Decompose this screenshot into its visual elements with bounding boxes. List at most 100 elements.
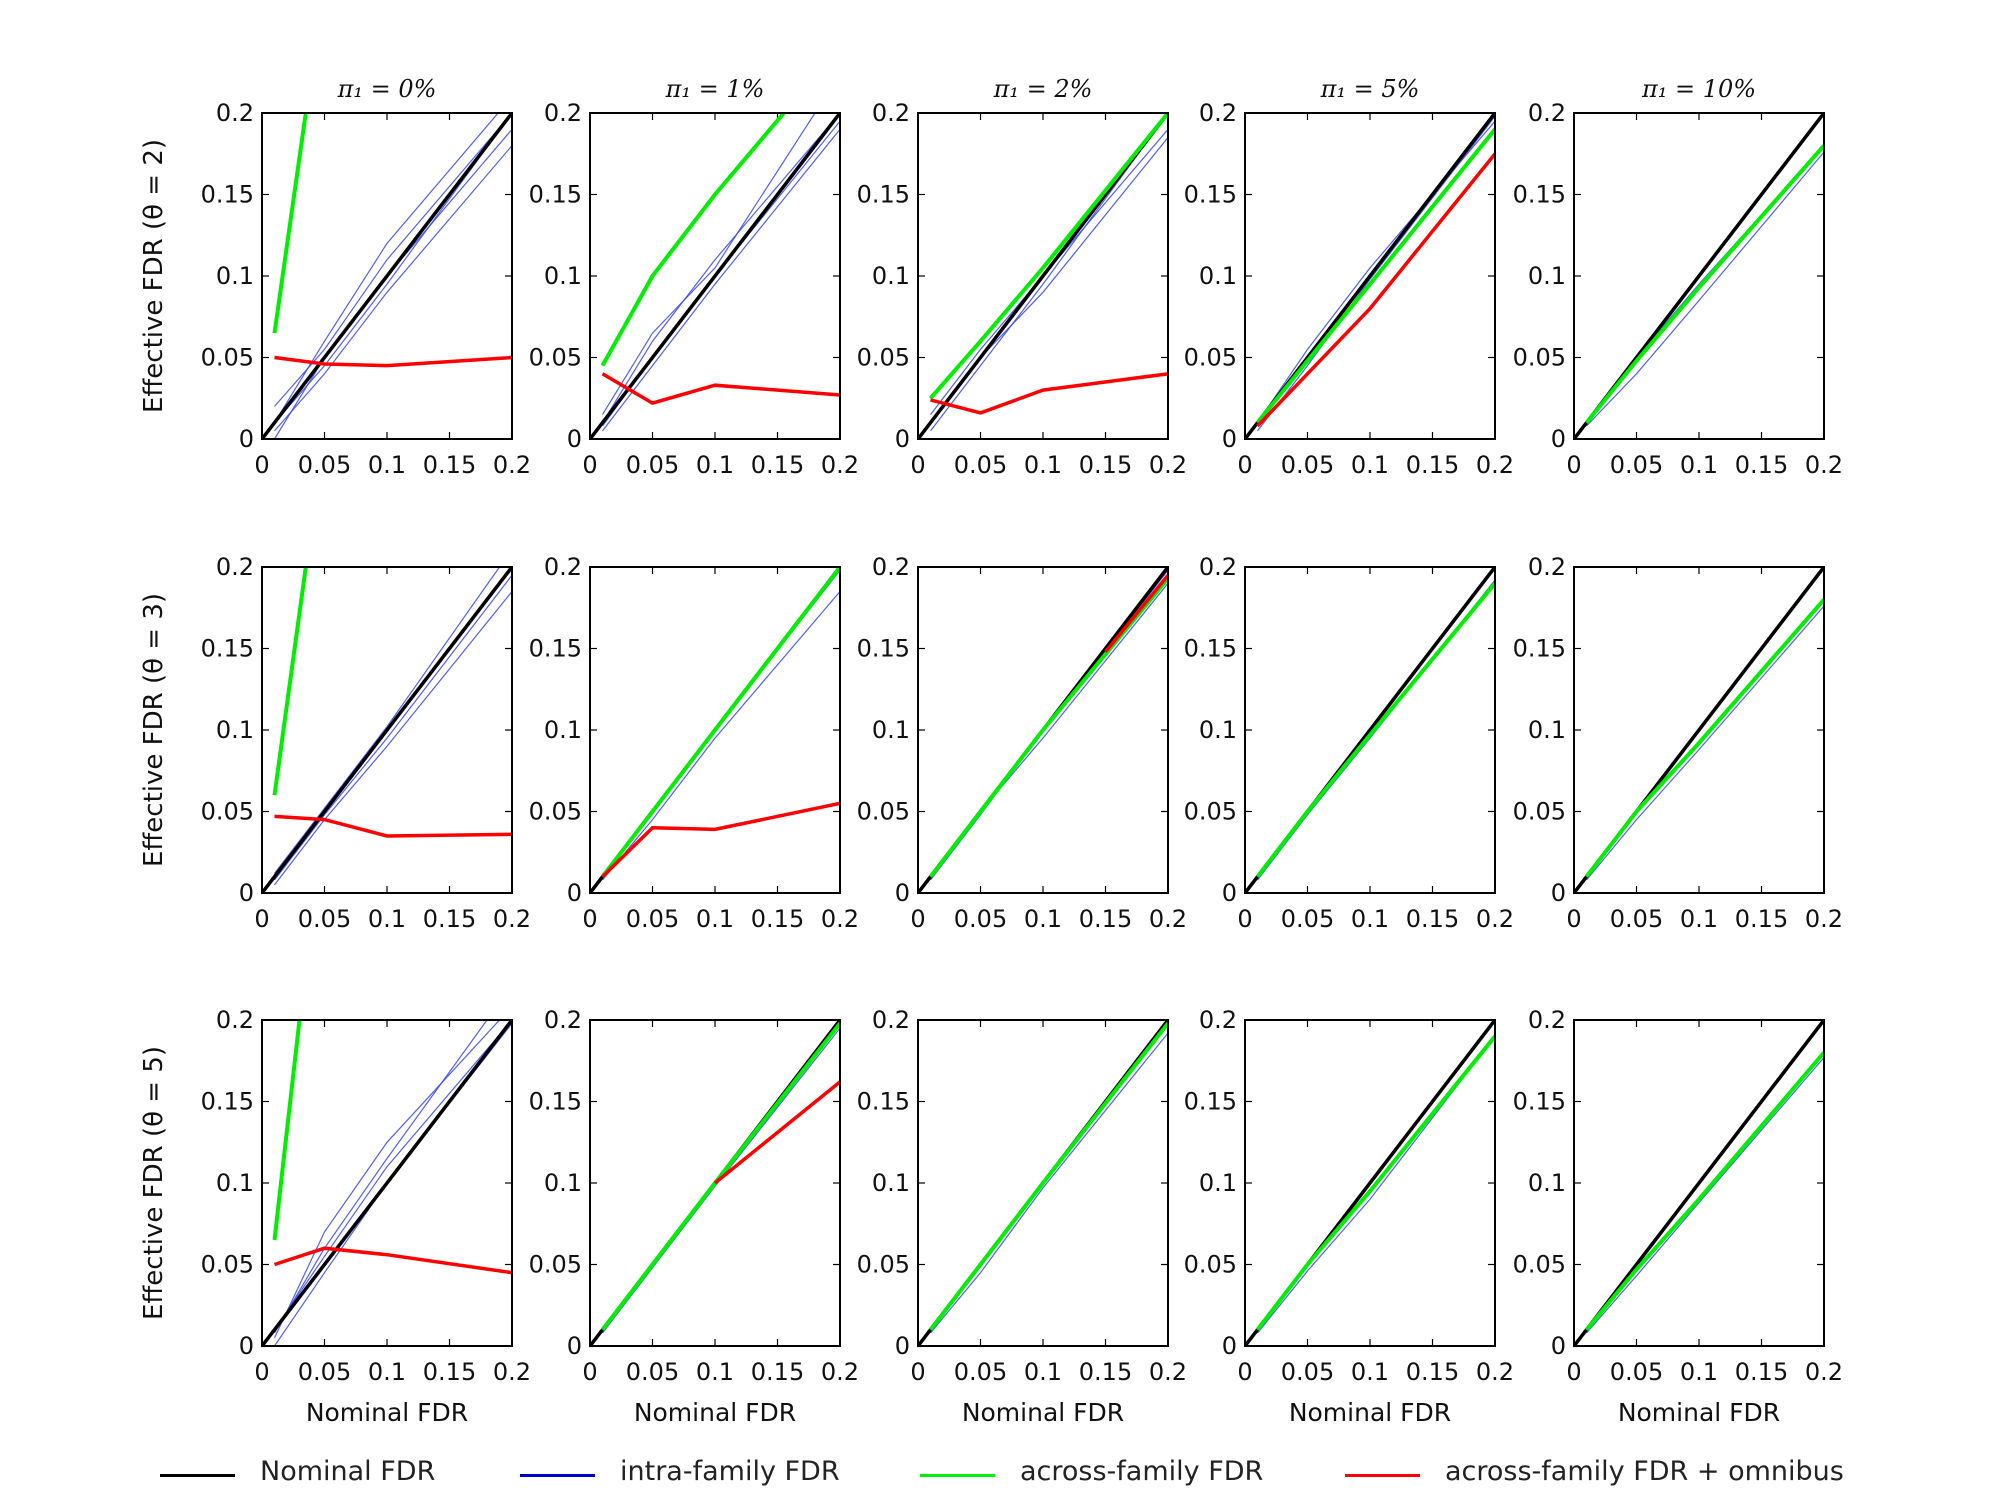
- column-title: π₁ = 2%: [993, 75, 1093, 103]
- y-tick-label: 0.1: [544, 262, 582, 290]
- y-tick-label: 0: [239, 425, 254, 453]
- y-tick-label: 0.15: [529, 635, 582, 663]
- legend-swatch-nominal: [160, 1474, 235, 1477]
- y-tick-label: 0.2: [1199, 1006, 1237, 1034]
- y-tick-label: 0: [567, 879, 582, 907]
- panel-r3-c4: 0 0.05 0.1 0.15 0.2 0 0.05 0.1 0.15 0.2 Nominal FD…: [1184, 1006, 1515, 1427]
- y-tick-label: 0.15: [201, 181, 254, 209]
- y-tick-label: 0.05: [1184, 798, 1237, 826]
- x-tick-label: 0.2: [1476, 905, 1514, 933]
- x-tick-label: 0.15: [1079, 905, 1132, 933]
- x-tick-label: 0.15: [1735, 905, 1788, 933]
- plot-frame: [261, 566, 513, 894]
- series-intra-run: [274, 145, 512, 432]
- y-tick-label: 0.1: [1528, 262, 1566, 290]
- series-across: [928, 1022, 1168, 1331]
- x-tick-label: 0.15: [751, 905, 804, 933]
- panel-r3-c2: 0 0.05 0.1 0.15 0.2 0 0.05 0.1 0.15 0.2 Nominal FD…: [529, 1006, 860, 1427]
- y-tick-label: 0: [1222, 1332, 1237, 1360]
- x-tick-label: 0.15: [1406, 1358, 1459, 1386]
- x-axis-label: Nominal FDR: [1289, 1398, 1451, 1427]
- y-tick-label: 0.15: [857, 181, 910, 209]
- y-tick-label: 0.2: [544, 1006, 582, 1034]
- y-tick-label: 0.15: [529, 1088, 582, 1116]
- x-tick-label: 0.1: [368, 905, 406, 933]
- x-tick-label: 0.15: [1079, 1358, 1132, 1386]
- x-tick-label: 0: [254, 905, 269, 933]
- x-tick-label: 0.05: [298, 451, 351, 479]
- x-tick-label: 0: [254, 451, 269, 479]
- x-tick-label: 0: [910, 905, 925, 933]
- panel-r2-c1: 0 0.05 0.1 0.15 0.2 0 0.05 0.1 0.15 0.2 Effective …: [139, 553, 531, 933]
- y-tick-label: 0.15: [1184, 181, 1237, 209]
- y-tick-label: 0.05: [201, 798, 254, 826]
- y-tick-label: 0.15: [1513, 1088, 1566, 1116]
- series-intra-run: [274, 1020, 512, 1331]
- series-omnibus: [601, 801, 840, 878]
- x-tick-label: 0.15: [751, 451, 804, 479]
- panel-series: [1574, 113, 1824, 439]
- series-intra-run: [602, 128, 840, 432]
- x-tick-label: 0.1: [1680, 1358, 1718, 1386]
- y-tick-label: 0.1: [1199, 262, 1237, 290]
- y-tick-label: 0.2: [1528, 553, 1566, 581]
- series-intra-run: [930, 1032, 1168, 1334]
- y-tick-label: 0.2: [544, 99, 582, 127]
- x-tick-label: 0.05: [954, 1358, 1007, 1386]
- x-tick-label: 0.05: [626, 905, 679, 933]
- y-tick-label: 0.2: [1199, 99, 1237, 127]
- x-tick-label: 0.05: [954, 451, 1007, 479]
- x-tick-label: 0.1: [368, 451, 406, 479]
- series-nominal: [262, 113, 512, 439]
- y-tick-label: 0.1: [1199, 716, 1237, 744]
- panel-r1-c1: 0 0.05 0.1 0.15 0.2 0 0.05 0.1 0.15 0.2 π₁ = 0% Eff…: [139, 75, 531, 479]
- x-tick-label: 0.05: [954, 905, 1007, 933]
- y-tick-label: 0.05: [857, 344, 910, 372]
- series-omnibus: [713, 1080, 840, 1185]
- series-omnibus: [601, 372, 840, 405]
- x-tick-label: 0: [910, 451, 925, 479]
- x-tick-label: 0.2: [1149, 1358, 1187, 1386]
- y-tick-label: 0.2: [872, 553, 910, 581]
- x-tick-label: 0.1: [1351, 1358, 1389, 1386]
- y-tick-label: 0.1: [872, 262, 910, 290]
- x-tick-label: 0.1: [1680, 905, 1718, 933]
- x-tick-label: 0.1: [1024, 451, 1062, 479]
- series-across: [1584, 144, 1824, 424]
- series-nominal: [262, 567, 512, 893]
- plot-frame: [1573, 1019, 1825, 1347]
- panel-series: [590, 1020, 840, 1346]
- y-tick-label: 0: [567, 425, 582, 453]
- panel-series: [918, 567, 1168, 893]
- series-across: [600, 567, 840, 878]
- series-nominal: [262, 1020, 512, 1346]
- y-tick-label: 0: [895, 425, 910, 453]
- y-tick-label: 0.15: [529, 181, 582, 209]
- y-tick-label: 0.1: [544, 716, 582, 744]
- x-tick-label: 0.1: [696, 905, 734, 933]
- series-omnibus: [273, 1246, 512, 1275]
- series-intra-run: [274, 574, 512, 881]
- y-tick-label: 0.15: [1184, 1088, 1237, 1116]
- x-tick-label: 0.1: [1024, 905, 1062, 933]
- plot-frame: [589, 566, 841, 894]
- series-intra-run: [1586, 1057, 1824, 1334]
- x-tick-label: 0.05: [626, 451, 679, 479]
- panel-r1-c5: 0 0.05 0.1 0.15 0.2 0 0.05 0.1 0.15 0.2 π₁ = 10%: [1513, 75, 1844, 479]
- series-intra-run: [1586, 151, 1824, 427]
- panel-r1-c4: 0 0.05 0.1 0.15 0.2 0 0.05 0.1 0.15 0.2 π₁ = 5%: [1184, 75, 1515, 479]
- x-tick-label: 0: [910, 1358, 925, 1386]
- y-tick-label: 0: [239, 1332, 254, 1360]
- y-tick-label: 0.05: [529, 344, 582, 372]
- x-tick-label: 0.2: [1149, 905, 1187, 933]
- x-tick-label: 0.15: [1735, 451, 1788, 479]
- x-tick-label: 0.15: [1079, 451, 1132, 479]
- panel-r2-c3: 0 0.05 0.1 0.15 0.2 0 0.05 0.1 0.15 0.2: [857, 553, 1188, 933]
- y-tick-label: 0.1: [216, 716, 254, 744]
- x-tick-label: 0.05: [1281, 905, 1334, 933]
- x-tick-label: 0: [582, 905, 597, 933]
- series-across: [272, 1020, 302, 1241]
- y-tick-label: 0: [1551, 425, 1566, 453]
- x-tick-label: 0.2: [493, 451, 531, 479]
- panel-series: [918, 113, 1168, 439]
